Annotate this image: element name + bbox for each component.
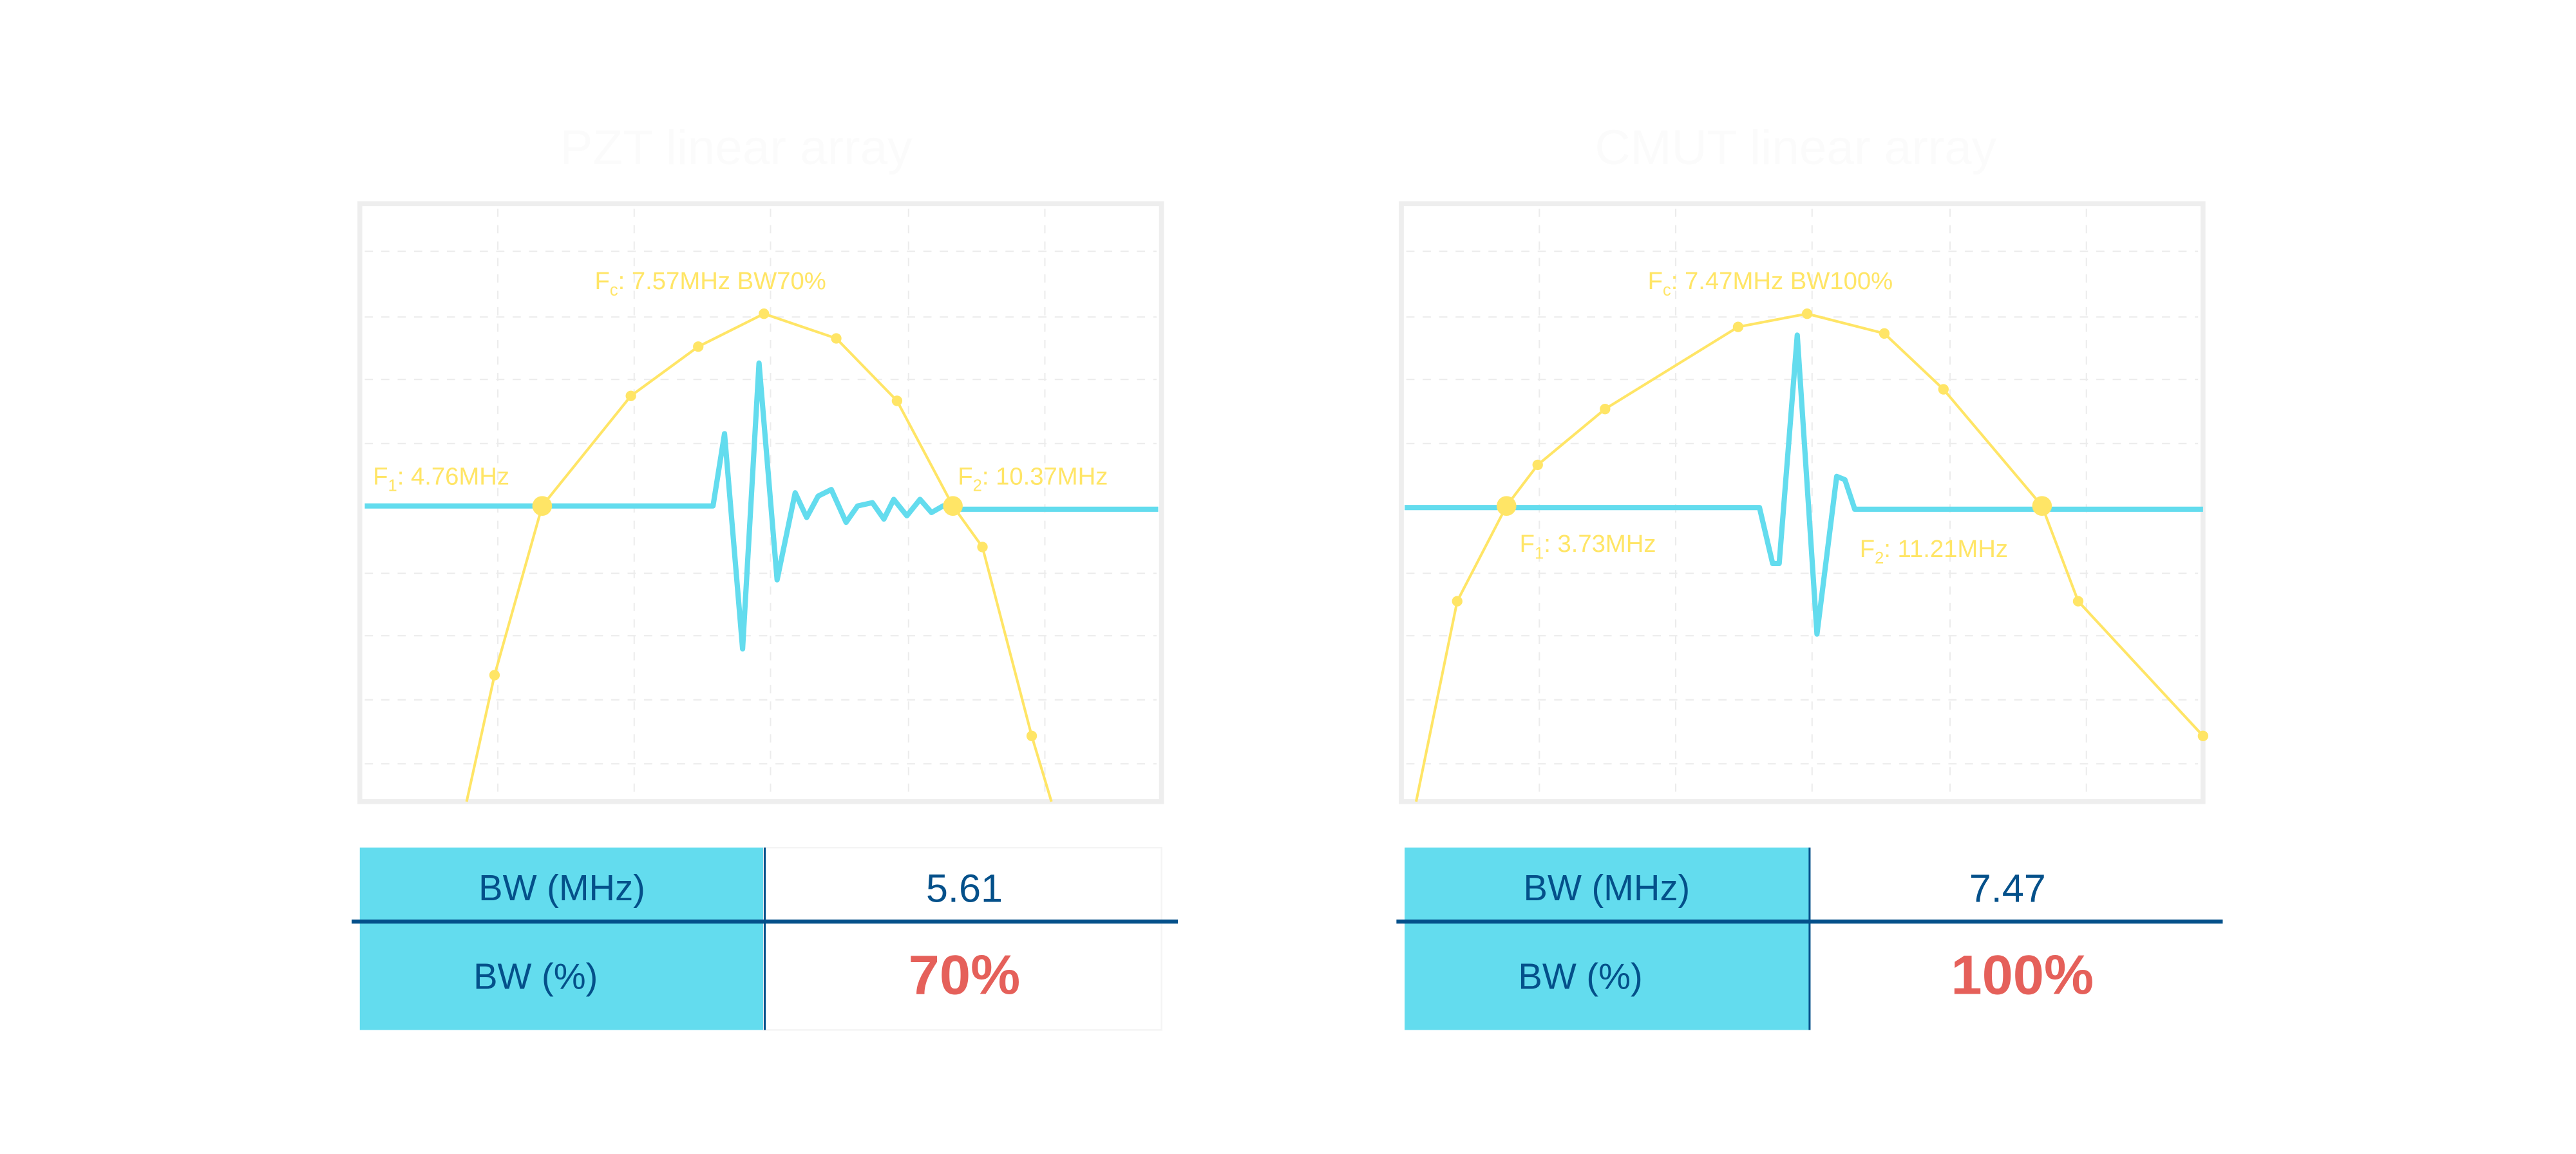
bw-percent-label: BW (%) [473,956,598,997]
response-point [625,390,636,401]
response-point [2072,596,2084,607]
response-point [2197,730,2209,741]
bw-percent-label: BW (%) [1518,956,1642,997]
cmut-bandwidth-table: BW (MHz) 7.47 BW (%) 100% [1396,847,2223,1030]
pulse-line [365,360,1159,652]
bw-mhz-value: 5.61 [926,866,1003,910]
cutoff-point [943,496,963,516]
pzt-chart: Fc: 7.57MHz BW70% F1: 4.76MHz F2: 10.37M… [357,201,1164,804]
f2-annotation: F2: 10.37MHz [958,463,1108,495]
response-line [1414,312,2204,802]
header-cell-bg [1405,847,1809,1030]
cutoff-point [532,496,553,516]
response-point [1452,596,1463,607]
chart-frame [357,201,1164,804]
fc-annotation: Fc: 7.47MHz BW100% [1648,267,1893,299]
response-point [1938,384,1949,395]
response-point [693,341,704,352]
response-point [489,670,500,681]
header-cell-bg [359,847,764,1030]
left-chart-title: PZT linear array [560,120,913,175]
response-point [759,308,770,319]
response-point [1879,328,1890,339]
response-point [1732,321,1744,332]
bw-percent-value: 70% [909,943,1021,1006]
bw-mhz-value: 7.47 [1969,866,2046,910]
pulse-waveform [1405,332,2203,637]
bw-mhz-label: BW (MHz) [478,867,645,908]
bw-mhz-label: BW (MHz) [1524,867,1690,908]
response-point [977,542,988,553]
right-chart-title: CMUT linear array [1595,120,1996,175]
response-point [1600,404,1611,415]
response-point [1532,459,1543,471]
pulse-line [1405,332,2203,637]
grid [365,208,1157,797]
pulse-waveform [365,360,1159,652]
frequency-response [465,308,1053,802]
cmut-chart: Fc: 7.47MHz BW100% F1: 3.73MHz F2: 11.21… [1399,201,2209,804]
chart-frame [1399,201,2206,804]
bw-percent-value: 100% [1951,943,2094,1006]
response-point [1801,308,1813,319]
cutoff-point [1496,496,1517,516]
response-point [831,333,842,344]
f2-annotation: F2: 11.21MHz [1860,535,2008,567]
cutoff-point [2032,496,2052,516]
response-line [465,312,1053,802]
f1-annotation: F1: 4.76MHz [373,463,509,495]
pzt-bandwidth-table: BW (MHz) 5.61 BW (%) 70% [351,846,1179,1031]
f1-annotation: F1: 3.73MHz [1520,530,1656,562]
value-cell-bg [762,846,1162,1031]
fc-annotation: Fc: 7.57MHz BW70% [595,267,826,299]
response-point [891,395,903,406]
response-point [1026,730,1037,741]
frequency-response [1414,308,2209,802]
